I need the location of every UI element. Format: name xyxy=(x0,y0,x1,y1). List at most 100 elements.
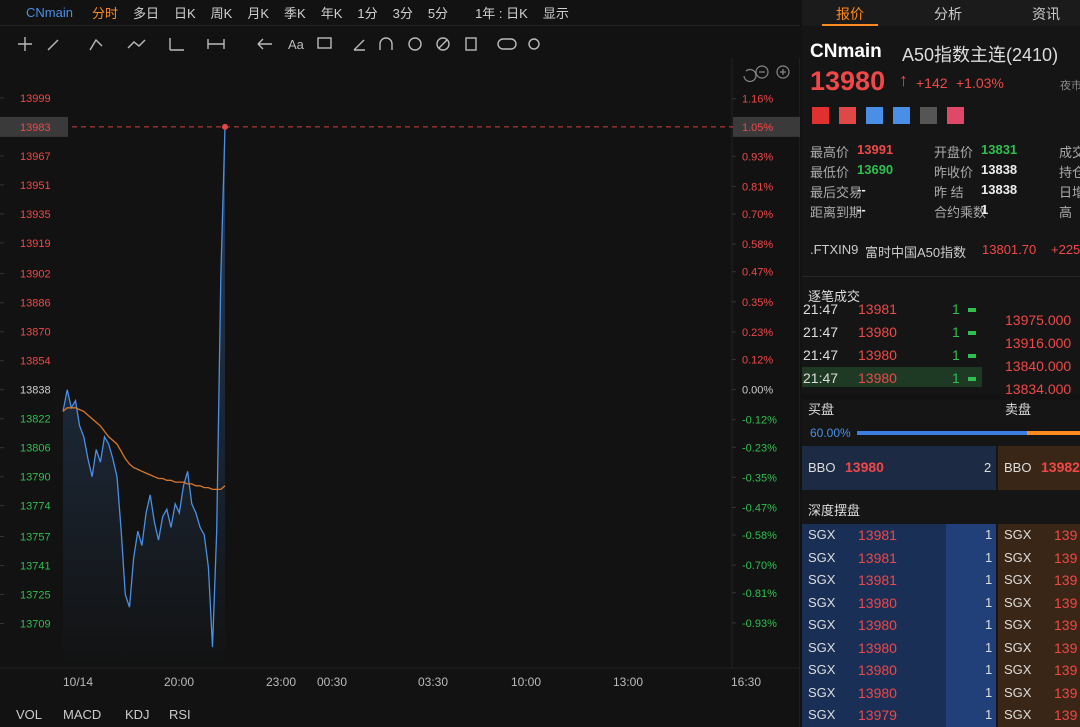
depth-price: 13980 xyxy=(858,639,897,656)
indicator-tab[interactable]: VOL xyxy=(16,707,42,722)
depth-bid-bar xyxy=(946,524,996,727)
stat-value: 1 xyxy=(981,202,989,217)
period-tab[interactable]: 分时 xyxy=(91,6,118,21)
period-tab[interactable]: 5分 xyxy=(427,6,449,21)
depth-price: 13981 xyxy=(858,527,897,543)
y2-tick-label: -0.12% xyxy=(742,415,777,427)
depth-price: 139 xyxy=(1054,594,1078,611)
average-line xyxy=(62,407,226,491)
tab[interactable]: 分析 xyxy=(934,6,962,22)
display-select[interactable]: 显示 xyxy=(542,6,569,21)
zoom-controls[interactable] xyxy=(743,65,790,83)
tab[interactable]: 资讯 xyxy=(1032,6,1060,22)
trade-highlight xyxy=(802,367,982,387)
depth-price: 13981 xyxy=(858,572,897,588)
trade-time: 21:47 xyxy=(803,301,839,317)
bbo-label: BBO xyxy=(808,460,836,475)
stat-value: 13831 xyxy=(981,142,1018,157)
y-tick-label: 13757 xyxy=(20,532,51,544)
tool-icons[interactable] xyxy=(18,37,540,51)
stat-label: 昨收价 xyxy=(934,165,974,180)
trade-qty: 1 xyxy=(952,324,960,340)
trade-price: 13980 xyxy=(858,347,897,363)
last-price: 13980 xyxy=(810,66,886,96)
tag-icon xyxy=(947,107,964,124)
trade-price: 13980 xyxy=(858,324,897,340)
change-pct: +1.03% xyxy=(956,75,1004,91)
stat-value: -- xyxy=(857,182,866,197)
depth-exchange: SGX xyxy=(1004,707,1032,722)
trade-time: 21:47 xyxy=(803,370,839,386)
depth-exchange: SGX xyxy=(808,639,836,655)
price-line xyxy=(62,126,226,648)
index-change: +225 xyxy=(1051,242,1080,257)
trade-side-arrow xyxy=(968,331,976,335)
trade-qty: 1 xyxy=(952,347,960,363)
y2-tick-label: 0.35% xyxy=(742,297,773,309)
depth-exchange: SGX xyxy=(1004,639,1032,655)
period-tab[interactable]: 日K xyxy=(174,6,196,21)
period-tab[interactable]: 1分 xyxy=(357,6,378,21)
x-tick-label: 16:30 xyxy=(731,675,761,689)
depth-price: 13979 xyxy=(858,707,897,723)
stat-label: 日增 xyxy=(1059,185,1080,200)
trade-side-arrow xyxy=(968,354,976,358)
tag-icon xyxy=(866,107,883,124)
period-toolbar: CNmain 分时 多日 日K 周K 月K 季K 年K 1分 3分 5分 1年 : 日K 显示 xyxy=(0,0,800,26)
period-tab[interactable]: 多日 xyxy=(132,6,159,21)
indicator-tab[interactable]: MACD xyxy=(63,707,101,722)
tag-icon xyxy=(839,107,856,124)
period-tab[interactable]: 周K xyxy=(210,6,233,21)
depth-qty: 1 xyxy=(985,662,993,677)
price-level: 13840.000 xyxy=(1005,358,1072,374)
font-button[interactable]: Aa xyxy=(288,37,305,52)
depth-exchange: SGX xyxy=(808,707,836,722)
depth-exchange: SGX xyxy=(1004,572,1032,587)
period-tab[interactable]: 年K xyxy=(320,6,343,21)
price-chart: 13999 13967 13951 13935 13919 13902 13886 13870… xyxy=(0,58,800,727)
indicator-tab[interactable]: RSI xyxy=(169,707,191,722)
period-tab[interactable]: 3分 xyxy=(392,6,413,21)
depth-price: 139 xyxy=(1054,684,1078,701)
depth-exchange: SGX xyxy=(808,527,836,542)
trade-price: 13981 xyxy=(858,301,897,317)
tab[interactable]: 报价 xyxy=(836,6,864,22)
depth-exchange: SGX xyxy=(808,549,836,565)
bbo-price: 13982 xyxy=(1041,459,1080,475)
x-tick-label: 13:00 xyxy=(613,675,643,689)
trade-price: 13980 xyxy=(858,370,897,386)
range-select[interactable]: 1年 : 日K xyxy=(475,6,528,21)
y2-tick-label: -0.47% xyxy=(742,502,777,514)
y-tick-label: 13886 xyxy=(20,298,51,310)
symbol[interactable]: CNmain xyxy=(26,5,73,20)
y-tick-label: 13725 xyxy=(20,590,51,602)
depth-exchange: SGX xyxy=(808,684,836,700)
index-name: 富时中国A50指数 xyxy=(865,245,967,260)
depth-price: 139 xyxy=(1054,549,1078,566)
y2-tick-label: 0.47% xyxy=(742,267,773,279)
change-arrow: ↑ xyxy=(899,70,908,90)
y2-tick-label: 0.81% xyxy=(742,181,773,193)
depth-price: 139 xyxy=(1054,572,1078,588)
depth-qty: 1 xyxy=(985,617,993,632)
y2-tick-label: 0.93% xyxy=(742,151,773,163)
tab-bar xyxy=(802,0,1080,26)
tag-icon xyxy=(893,107,910,124)
y-tick-label: 13854 xyxy=(20,356,51,368)
stat-label: 合约乘数 xyxy=(934,205,987,220)
indicator-tab[interactable]: KDJ xyxy=(125,707,150,722)
bbo-price: 13980 xyxy=(845,459,884,475)
period-tab[interactable]: 月K xyxy=(247,6,270,21)
y-tick-label: 13967 xyxy=(20,151,51,163)
depth-exchange: SGX xyxy=(808,594,836,610)
y2-tick-label: 0.00% xyxy=(742,385,773,397)
y-tick-label: 13838 xyxy=(20,385,51,397)
y-tick-label: 13709 xyxy=(20,619,51,631)
section-sep xyxy=(802,394,1080,400)
current-price-label: 13983 xyxy=(20,122,51,134)
stat-label: 持仓 xyxy=(1059,165,1080,180)
period-tab[interactable]: 季K xyxy=(284,6,306,21)
depth-exchange: SGX xyxy=(808,662,836,677)
y-tick-label: 13806 xyxy=(20,443,51,455)
depth-qty: 1 xyxy=(985,594,993,610)
